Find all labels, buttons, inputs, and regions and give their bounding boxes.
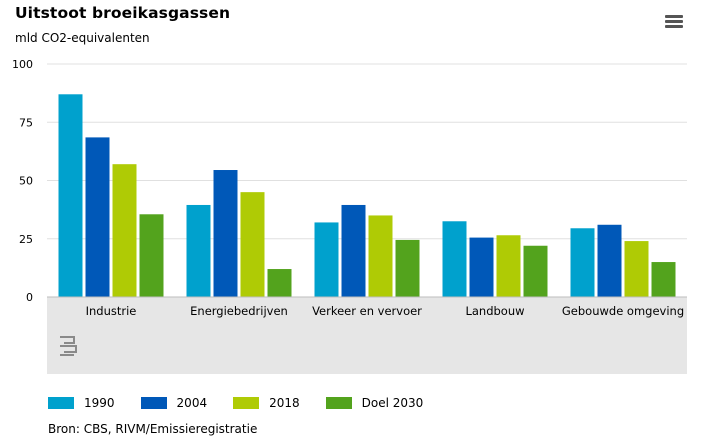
bar (85, 137, 110, 297)
bar (570, 228, 595, 297)
y-tick-label: 25 (19, 233, 33, 246)
legend-swatch (48, 397, 74, 409)
bar (651, 262, 676, 297)
x-axis-band (47, 297, 687, 374)
bar (213, 170, 238, 297)
chart-subtitle: mld CO2-equivalenten (15, 31, 150, 45)
legend-swatch (325, 397, 352, 409)
bar (58, 94, 83, 297)
legend-item[interactable]: Doel 2030 (325, 396, 424, 410)
y-tick-label: 0 (26, 291, 33, 304)
bar (112, 164, 137, 297)
bar-chart: 0 25 50 75 100 Industrie Energiebedrijven Verke… (12, 58, 687, 374)
x-category-label: Verkeer en vervoer (312, 304, 422, 318)
legend-item[interactable]: 2018 (233, 396, 300, 410)
x-category-label: Industrie (86, 304, 137, 318)
y-tick-label: 100 (12, 58, 33, 71)
bar (186, 204, 211, 297)
legend-swatch (140, 397, 167, 409)
x-category-label: Landbouw (465, 304, 524, 318)
legend: 1990 2004 2018 Doel 2030 (48, 396, 449, 410)
legend-label: 1990 (84, 396, 115, 410)
legend-item[interactable]: 2004 (140, 396, 208, 410)
bar (240, 192, 265, 297)
bar (341, 204, 366, 297)
legend-swatch (233, 397, 260, 409)
y-tick-label: 50 (19, 175, 33, 188)
bar (139, 214, 164, 297)
bar (496, 235, 521, 297)
bar (469, 237, 494, 297)
x-category-label: Energiebedrijven (190, 304, 288, 318)
bar (267, 269, 292, 297)
legend-item[interactable]: 1990 (48, 396, 115, 410)
bar (597, 224, 622, 297)
legend-label: 2004 (176, 396, 208, 410)
bar (442, 221, 467, 297)
y-tick-label: 75 (19, 116, 33, 129)
bar (314, 222, 339, 297)
source-note: Bron: CBS, RIVM/Emissieregistratie (48, 422, 258, 436)
bar (523, 245, 548, 297)
chart-title: Uitstoot broeikasgassen (15, 4, 231, 22)
hamburger-menu-icon[interactable] (663, 13, 685, 31)
bar (368, 215, 393, 297)
bar (395, 239, 420, 297)
bar (624, 241, 649, 297)
legend-label: 2018 (269, 396, 300, 410)
x-category-label: Gebouwde omgeving (562, 304, 684, 318)
cbs-logo-icon: cbs (60, 336, 77, 356)
legend-label: Doel 2030 (361, 396, 424, 410)
